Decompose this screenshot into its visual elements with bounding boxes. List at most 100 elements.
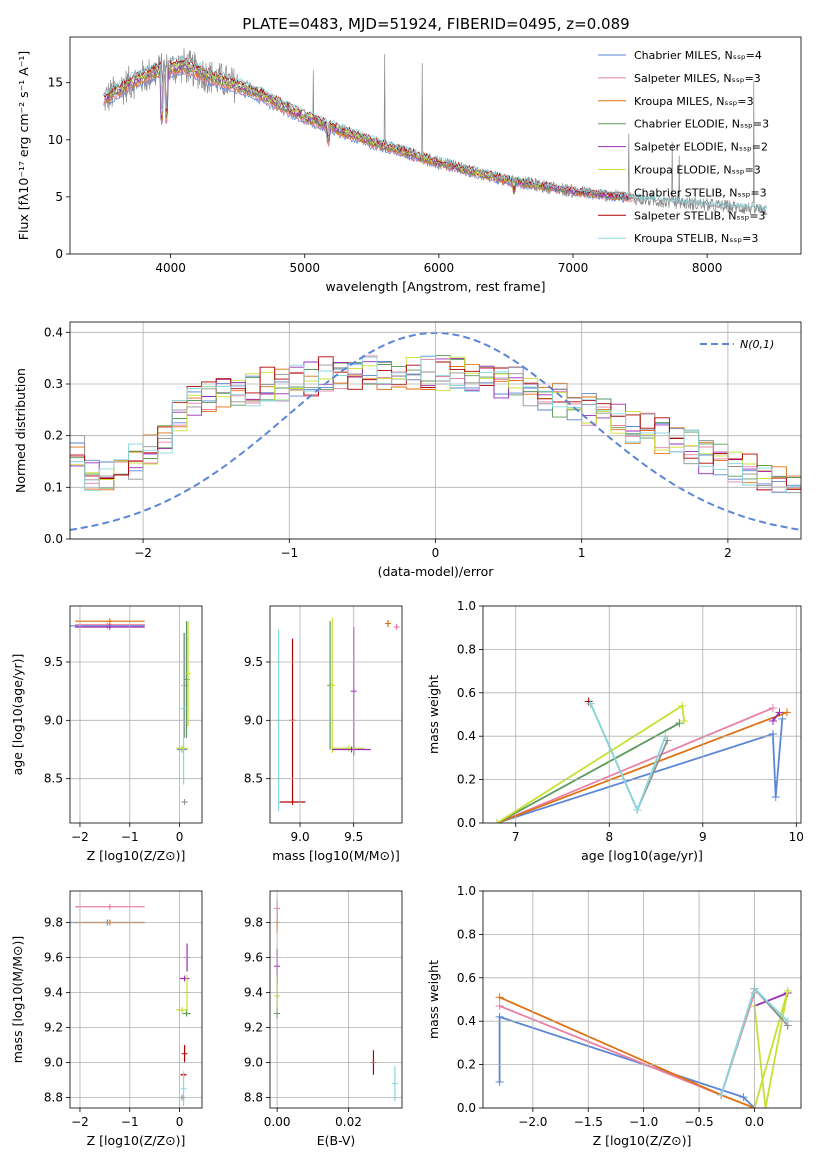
- mass-weight-marker: [768, 703, 777, 712]
- y-tick-label: 9.8: [44, 916, 63, 930]
- mass-weight-line-4: [772, 711, 781, 722]
- y-tick-label: 0.8: [457, 927, 476, 941]
- errorbar-point: [332, 745, 365, 752]
- spectrum-plot-area: [103, 48, 768, 216]
- y-tick-label: 0.2: [457, 773, 476, 787]
- y-axis-label: Normed distribution: [13, 368, 28, 493]
- x-axis-label: mass [log10(M/M⊙)]: [272, 848, 400, 863]
- mass-weight-marker: [783, 986, 792, 995]
- model-spectrum-8: [103, 55, 768, 212]
- x-tick-label: 9.0: [291, 830, 310, 844]
- y-tick-label: 0.4: [457, 729, 476, 743]
- errorbar-point: [393, 624, 400, 630]
- mass-weight-marker: [778, 714, 787, 723]
- legend-label: Kroupa ELODIE, Nₛₛₚ=3: [634, 164, 761, 177]
- errorbar-point: [391, 1066, 398, 1101]
- x-tick-label: 7: [512, 830, 520, 844]
- y-tick-label: 9.5: [44, 655, 63, 669]
- mw-Z-panel: −2.0 −1.5 −1.0 −0.5 0.0 0.0 0.2 0.4 0.6 0.8 1.0 Z […: [426, 884, 802, 1148]
- x-tick-label: −1.0: [629, 1115, 658, 1129]
- x-axis-label: wavelength [Angstrom, rest frame]: [325, 279, 545, 294]
- x-axis-label: (data-model)/error: [378, 564, 495, 579]
- y-tick-label: 9.0: [244, 713, 263, 727]
- mass-weight-line-4: [754, 992, 789, 1007]
- y-axis-label: mass weight: [426, 960, 441, 1039]
- legend-label: Salpeter MILES, Nₛₛₚ=3: [634, 72, 761, 85]
- legend-label: Salpeter STELIB, Nₛₛₚ=3: [634, 209, 766, 222]
- mass-weight-marker: [775, 708, 784, 717]
- x-tick-label: 6000: [424, 261, 455, 275]
- x-axis-label: Z [log10(Z/Z⊙)]: [593, 1133, 692, 1148]
- errorbar-point: [74, 903, 145, 910]
- model-spectrum-3: [105, 64, 629, 201]
- errorbar-point: [176, 1007, 189, 1013]
- model-spectrum-2: [103, 67, 633, 203]
- mass-weight-marker: [495, 1077, 504, 1086]
- x-tick-label: −1: [121, 1115, 139, 1129]
- mass-weight-marker: [761, 1104, 770, 1108]
- model-spectrum-4: [105, 63, 630, 201]
- errorbar-point: [180, 1071, 187, 1107]
- errorbar-point: [185, 621, 192, 727]
- y-tick-label: 8.5: [44, 772, 63, 786]
- errorbar-point: [329, 617, 336, 753]
- errorbar-point: [181, 1045, 188, 1063]
- y-tick-label: 9.2: [244, 1021, 263, 1035]
- mass-weight-line-2: [496, 711, 788, 823]
- axes-frame: [482, 890, 802, 1109]
- x-tick-label: −2: [134, 546, 152, 560]
- spectrum-panel: 4000 5000 6000 7000 8000 0 5 10 15 wavelength [An…: [16, 36, 802, 294]
- x-axis-label: E(B-V): [317, 1133, 356, 1148]
- x-tick-label: 2: [724, 546, 732, 560]
- mass-weight-marker: [495, 1012, 504, 1021]
- mass-weight-marker: [493, 819, 502, 823]
- errorbar-point: [180, 632, 187, 785]
- model-spectrum-7: [103, 57, 630, 200]
- x-tick-label: 4000: [155, 261, 186, 275]
- y-tick-label: 9.4: [44, 986, 63, 1000]
- x-tick-label: 10: [789, 830, 804, 844]
- y-tick-label: 9.0: [244, 1056, 263, 1070]
- errorbar-point: [332, 746, 371, 753]
- mass-EBV-plot-area: [274, 899, 398, 1101]
- figure-title: PLATE=0483, MJD=51924, FIBERID=0495, z=0…: [242, 15, 629, 33]
- x-tick-label: −1: [121, 830, 139, 844]
- y-tick-label: 1.0: [457, 884, 476, 898]
- x-tick-label: 0.00: [264, 1115, 291, 1129]
- x-tick-label: 0: [176, 830, 184, 844]
- y-tick-label: 9.6: [44, 951, 63, 965]
- mw-age-plot-area: [493, 697, 791, 823]
- x-tick-label: 9: [699, 830, 707, 844]
- mass-weight-marker: [495, 993, 504, 1002]
- legend-label: Kroupa MILES, Nₛₛₚ=3: [634, 95, 754, 108]
- errorbar-point: [179, 975, 190, 982]
- y-tick-label: 1.0: [457, 599, 476, 613]
- mass-weight-line-1: [496, 707, 774, 823]
- mass-weight-marker: [633, 805, 642, 814]
- y-tick-label: 8.8: [44, 1091, 63, 1105]
- y-tick-label: 0.6: [457, 686, 476, 700]
- y-tick-label: 0.2: [457, 1058, 476, 1072]
- axes-frame: [69, 605, 203, 824]
- legend-label: Salpeter ELODIE, Nₛₛₚ=2: [634, 141, 768, 154]
- mass-EBV-panel: 0.00 0.02 8.8 9.0 9.2 9.4 9.6 9.8 E(B-V): [244, 890, 403, 1148]
- x-tick-label: −1: [280, 546, 298, 560]
- mass-weight-marker: [495, 1002, 504, 1011]
- errorbar-point: [70, 622, 145, 629]
- errorbar-point: [182, 1010, 191, 1017]
- age-Z-panel: −2 −1 0 8.5 9.0 9.5 Z [log10(Z/Z⊙)] age [log10(…: [10, 605, 203, 863]
- x-tick-label: 8000: [692, 261, 723, 275]
- legend-label: Chabrier STELIB, Nₛₛₚ=3: [634, 186, 767, 199]
- y-tick-label: 0.3: [44, 377, 63, 391]
- axes-frame: [269, 605, 403, 824]
- mass-weight-marker: [771, 792, 780, 801]
- y-tick-label: 9.5: [244, 655, 263, 669]
- mw-Z-plot-area: [495, 984, 792, 1108]
- x-axis-label: age [log10(age/yr)]: [581, 848, 703, 863]
- axes-frame: [69, 890, 203, 1109]
- y-tick-label: 0.0: [44, 532, 63, 546]
- mw-age-panel: 7 8 9 10 0.0 0.2 0.4 0.6 0.8 1.0 age [log10(age/yr…: [426, 599, 804, 863]
- errorbar-point: [176, 745, 189, 752]
- x-tick-label: 0.02: [335, 1115, 362, 1129]
